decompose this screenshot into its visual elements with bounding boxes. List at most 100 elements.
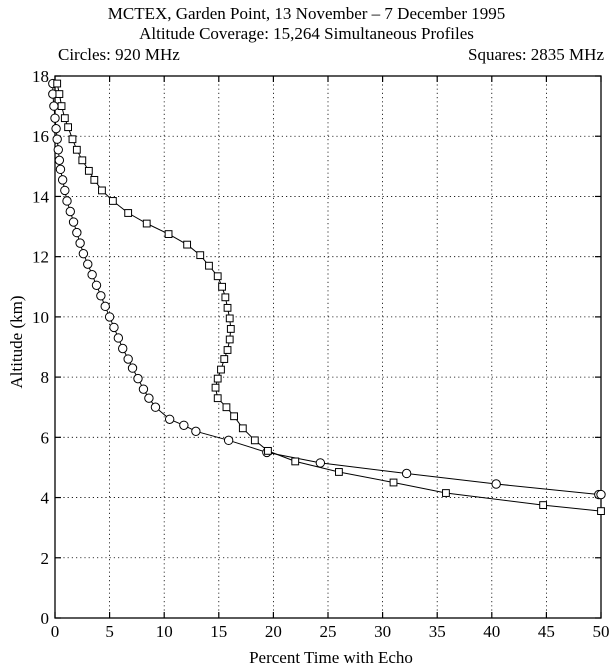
y-axis-label: Altitude (km) [7,295,26,388]
square-marker [217,365,225,374]
square-marker [64,123,73,132]
circle-marker [123,354,133,364]
square-marker [53,79,62,88]
square-marker [225,314,234,323]
circle-marker [113,333,124,343]
circle-marker [150,402,161,412]
square-marker [226,325,235,333]
square-marker [230,412,238,421]
square-marker [213,272,222,281]
x-tick-label: 40 [483,622,500,641]
square-marker [223,303,232,312]
chart-subtitle: Altitude Coverage: 15,264 Simultaneous P… [139,24,474,43]
circle-marker [104,312,115,322]
x-tick-label: 15 [210,622,227,641]
square-marker [250,436,259,445]
y-tick-label: 6 [41,428,50,447]
y-tick-label: 0 [41,609,50,628]
circle-marker [223,435,234,446]
square-marker [335,468,343,476]
x-tick-label: 50 [593,622,610,641]
chart-title: MCTEX, Garden Point, 13 November – 7 Dec… [107,4,506,23]
circle-marker [91,280,102,290]
square-marker [205,261,213,270]
square-marker [264,446,272,455]
y-tick-label: 8 [41,368,50,387]
square-marker [222,403,231,412]
x-axis-label: Percent Time with Echo [249,648,413,667]
circle-marker [100,301,110,312]
circle-marker [118,343,128,354]
square-marker [98,186,106,195]
x-tick-label: 35 [429,622,446,641]
y-tick-label: 14 [32,187,50,206]
circle-marker [109,322,119,333]
square-marker [124,209,133,217]
y-tick-label: 4 [41,489,50,508]
x-tick-label: 45 [538,622,555,641]
square-marker [60,114,69,123]
circle-marker [62,196,72,206]
square-marker [221,293,230,302]
axes [54,75,602,619]
square-marker [442,489,450,497]
circle-marker [315,458,326,468]
y-tick-label: 16 [32,127,49,146]
square-marker [55,90,64,98]
series-line-920mhz [52,83,601,495]
circle-marker [164,414,175,424]
legend-circles-label: Circles: 920 MHz [58,45,180,64]
square-marker [225,335,234,344]
square-marker [164,230,173,238]
square-marker [90,175,99,184]
y-tick-label: 12 [32,248,49,267]
square-marker [68,135,77,144]
series-markers [48,78,606,516]
circle-marker [401,468,412,479]
square-marker [223,346,232,354]
tick-labels: 0 5 10 15 20 25 30 35 40 45 50 0 2 4 6 8 10 12 14 16 18 [32,67,610,641]
circle-marker [179,420,189,430]
square-marker [84,166,93,175]
square-marker [57,102,66,111]
circle-marker [54,155,65,166]
circle-marker [68,217,79,227]
y-tick-label: 2 [41,549,50,568]
square-marker [291,457,300,466]
circle-marker [72,227,82,238]
circle-marker [75,238,85,248]
circle-marker [60,185,70,196]
circle-marker [144,393,154,403]
circle-marker [191,426,201,437]
square-marker [196,251,205,260]
circle-marker [49,101,59,111]
y-tick-label: 18 [32,67,49,86]
square-marker [213,374,222,383]
plot-frame [54,75,602,619]
legend-squares-label: Squares: 2835 MHz [468,45,604,64]
square-marker [72,145,81,154]
circle-marker [596,489,606,500]
x-tick-label: 0 [51,622,60,641]
circle-marker [52,134,62,144]
y-tick-label: 10 [32,308,49,327]
circle-marker [78,248,89,259]
square-marker [597,507,605,516]
x-tick-label: 25 [320,622,337,641]
circle-marker [491,479,501,489]
circle-marker [96,291,106,301]
square-marker [539,501,548,509]
square-marker [389,478,398,487]
square-marker [142,219,151,228]
series-lines [52,83,602,512]
square-marker [183,240,192,249]
circle-marker [57,175,68,185]
x-tick-label: 5 [105,622,114,641]
square-marker [78,156,87,165]
circle-marker [65,206,75,217]
square-marker [213,394,222,403]
circle-marker [51,123,61,134]
square-marker [211,383,220,392]
x-tick-label: 10 [156,622,173,641]
